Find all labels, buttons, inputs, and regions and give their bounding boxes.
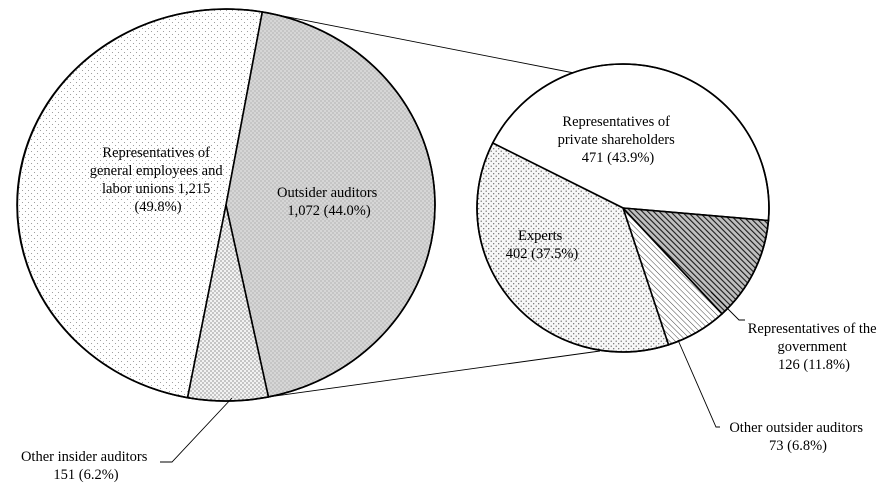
data-labels: Representatives of general employees and… (21, 114, 880, 483)
breakdown-pie (476, 63, 770, 353)
connector-line-bottom (268, 350, 601, 398)
leader-line-other-insider-auditors (160, 397, 233, 463)
leader-line-other-outsider-auditors (677, 339, 720, 428)
label-other-outsider-auditors: Other outsider auditors 73 (6.8%) (729, 420, 866, 454)
label-other-insider-auditors: Other insider auditors 151 (6.2%) (21, 449, 151, 483)
label-experts: Experts 402 (37.5%) (506, 228, 579, 262)
label-government: Representatives of the government 126 (1… (748, 321, 880, 373)
label-general-employees-labor-unions: Representatives of general employees and… (90, 145, 226, 215)
leader-line-government (710, 291, 745, 321)
leader-lines (160, 291, 745, 463)
breakdown-pie-outline (476, 63, 770, 353)
label-private-shareholders: Representatives of private shareholders … (558, 114, 679, 166)
connector-lines (262, 11, 601, 398)
connector-line-top (262, 11, 575, 74)
main-pie (16, 8, 436, 402)
main-pie-outline (16, 8, 436, 402)
label-outsider-auditors: Outsider auditors 1,072 (44.0%) (277, 185, 381, 219)
